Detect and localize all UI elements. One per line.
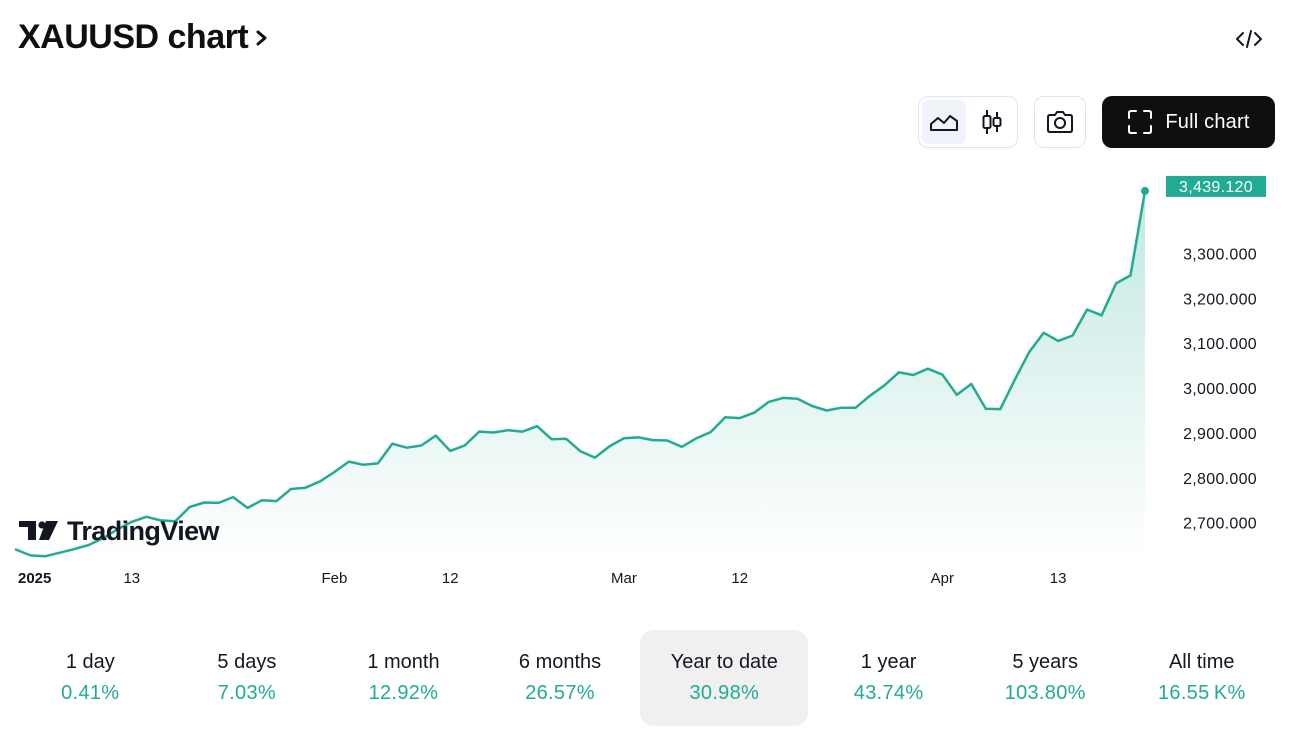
period-label: 1 year <box>860 651 917 673</box>
period-tab[interactable]: 5 days 7.03% <box>169 630 326 726</box>
period-label: 6 months <box>518 651 602 673</box>
x-tick-label: 13 <box>123 570 140 587</box>
performance-periods: 1 day 0.41% 5 days 7.03% 1 month 12.92% 6 mont… <box>12 630 1280 726</box>
x-tick-label: 12 <box>442 570 459 587</box>
period-tab[interactable]: 1 month 12.92% <box>325 630 482 726</box>
y-tick-label: 3,200.000 <box>1183 291 1257 308</box>
x-tick-label: 12 <box>731 570 748 587</box>
tradingview-watermark: TradingView <box>19 516 221 546</box>
period-label: Year to date <box>670 651 778 673</box>
period-change-value: 0.41% <box>61 682 120 704</box>
period-change-value: 103.80% <box>1004 682 1086 704</box>
y-tick-label: 2,700.000 <box>1183 516 1257 533</box>
period-label: 5 days <box>217 651 277 673</box>
period-change-value: 16.55 K% <box>1157 682 1246 704</box>
period-tab[interactable]: 5 years 103.80% <box>967 630 1124 726</box>
area-chart-icon <box>930 115 958 131</box>
area-chart-button[interactable] <box>922 100 966 144</box>
chart-header: XAUUSD chart <box>18 18 270 57</box>
price-area-fill <box>16 190 1145 557</box>
period-label: 1 day <box>65 651 115 673</box>
period-change-value: 30.98% <box>689 682 760 704</box>
period-tab[interactable]: 1 day 0.41% <box>12 630 169 726</box>
period-change-value: 12.92% <box>368 682 439 704</box>
y-tick-label: 3,100.000 <box>1183 336 1257 353</box>
period-change-value: 26.57% <box>525 682 595 704</box>
y-tick-label: 2,800.000 <box>1183 471 1257 488</box>
chart-title-link[interactable]: XAUUSD chart <box>18 18 249 56</box>
fullscreen-icon <box>1128 110 1153 134</box>
code-embed-icon <box>1236 30 1262 48</box>
period-label: 1 month <box>367 651 440 673</box>
price-line <box>14 189 1147 558</box>
last-price-dot <box>1141 186 1149 195</box>
y-tick-label: 3,300.000 <box>1183 246 1257 263</box>
last-price-label: 3,439.120 <box>1179 179 1253 196</box>
x-tick-label: 13 <box>1050 570 1067 587</box>
tradingview-logo-icon <box>19 521 58 540</box>
embed-code-button[interactable] <box>1234 24 1264 54</box>
tradingview-wordmark: TradingView <box>67 516 221 546</box>
period-tab[interactable]: All time 16.55 K% <box>1123 630 1280 726</box>
period-change-value: 43.74% <box>853 682 924 704</box>
y-tick-label: 3,000.000 <box>1183 381 1257 398</box>
last-price-badge <box>1166 175 1266 197</box>
price-chart[interactable]: 3,300.000 3,200.000 3,100.000 3,000.000 2,90… <box>0 160 1292 600</box>
full-chart-label: Full chart <box>1165 110 1250 133</box>
chevron-right-icon[interactable] <box>254 27 270 49</box>
period-change-value: 7.03% <box>217 682 276 704</box>
candlestick-icon <box>982 110 1002 134</box>
period-label: All time <box>1168 651 1235 673</box>
snapshot-button[interactable] <box>1034 96 1086 148</box>
full-chart-button[interactable]: Full chart <box>1102 96 1275 148</box>
x-tick-label: Feb <box>322 570 348 587</box>
x-tick-label: Apr <box>931 570 954 587</box>
x-tick-label: 2025 <box>18 570 51 587</box>
y-tick-label: 2,900.000 <box>1183 426 1257 443</box>
period-tab[interactable]: 1 year 43.74% <box>810 630 967 726</box>
chart-toolbar: Full chart <box>918 96 1275 148</box>
candles-chart-button[interactable] <box>970 100 1014 144</box>
x-tick-label: Mar <box>611 570 637 587</box>
camera-icon <box>1047 111 1073 133</box>
period-tab[interactable]: 6 months 26.57% <box>482 630 639 726</box>
chart-type-toggle <box>918 96 1018 148</box>
period-label: 5 years <box>1012 651 1078 673</box>
period-tab[interactable]: Year to date 30.98% <box>640 630 809 726</box>
